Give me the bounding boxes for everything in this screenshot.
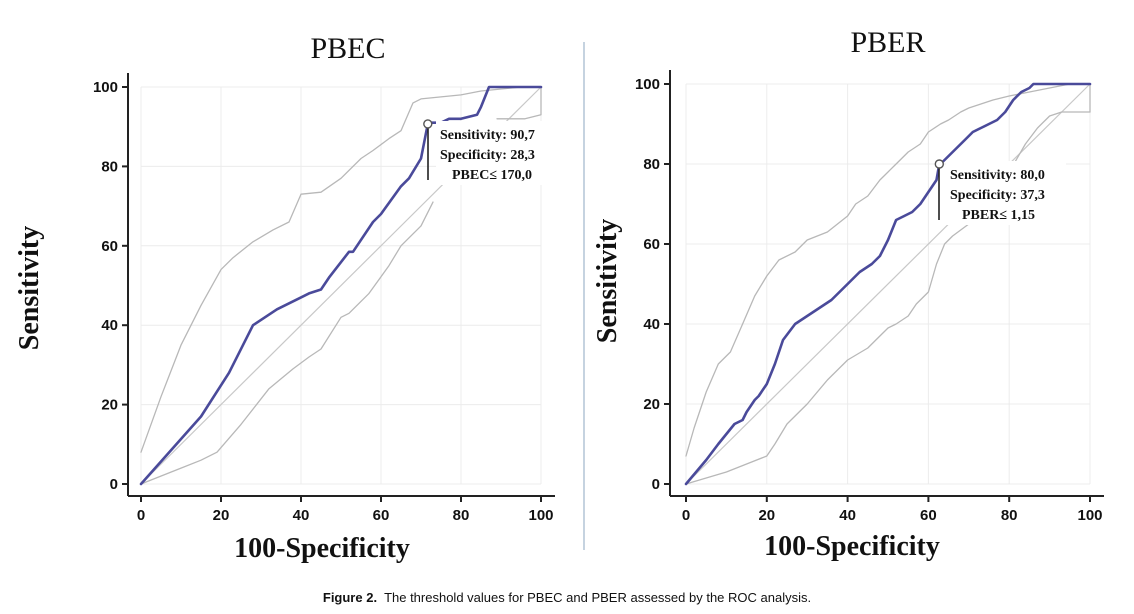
y-axis-label: Sensitivity bbox=[592, 219, 623, 343]
panel-title: PBEC bbox=[310, 32, 385, 65]
annotation-line: PBER≤ 1,15 bbox=[962, 208, 1035, 223]
y-tick-label: 40 bbox=[101, 317, 118, 334]
x-axis-label: 100-Specificity bbox=[234, 533, 410, 564]
annotation-box bbox=[436, 121, 556, 185]
x-tick-label: 80 bbox=[453, 507, 470, 524]
x-tick-label: 100 bbox=[1077, 507, 1102, 524]
x-tick-label: 60 bbox=[373, 507, 390, 524]
y-tick-label: 80 bbox=[101, 158, 118, 175]
x-tick-label: 0 bbox=[682, 507, 690, 524]
panel-title: PBER bbox=[850, 26, 925, 59]
roc-panel-pbec: 0 20 40 60 80 100 0 20 40 60 80 100 Sensitivity: 90,… bbox=[14, 32, 556, 564]
y-axis-label: Sensitivity bbox=[14, 226, 45, 350]
series-roc-line bbox=[139, 85, 543, 486]
x-tick-label: 40 bbox=[839, 507, 856, 524]
y-tick-label: 60 bbox=[643, 236, 660, 253]
y-tick-label: 40 bbox=[643, 316, 660, 333]
series-ci-tail-line bbox=[496, 86, 542, 120]
series-ci-upper-line bbox=[140, 86, 542, 453]
annotation-box bbox=[946, 161, 1066, 225]
annotation-line: Specificity: 28,3 bbox=[440, 148, 535, 163]
y-tick-label: 60 bbox=[101, 238, 118, 255]
x-axis-label: 100-Specificity bbox=[764, 531, 940, 562]
annotation-line: PBEC≤ 170,0 bbox=[452, 168, 532, 183]
x-tick-label: 100 bbox=[528, 507, 553, 524]
cutoff-point-marker bbox=[423, 119, 433, 129]
cutoff-point-marker bbox=[934, 159, 945, 169]
x-tick-label: 60 bbox=[920, 507, 937, 524]
figure-caption-text: The threshold values for PBEC and PBER a… bbox=[384, 590, 812, 605]
figure-caption-label: Figure 2. bbox=[322, 590, 378, 605]
y-tick-label: 20 bbox=[101, 397, 118, 414]
series-ci-lower-line bbox=[140, 201, 434, 485]
y-tick-label: 0 bbox=[110, 476, 118, 493]
series-ci-lower-line bbox=[685, 111, 1091, 485]
y-tick-label: 20 bbox=[643, 396, 660, 413]
y-tick-label: 100 bbox=[93, 79, 118, 96]
x-tick-label: 20 bbox=[758, 507, 775, 524]
x-tick-label: 20 bbox=[213, 507, 230, 524]
series-roc-line bbox=[684, 82, 1092, 486]
y-tick-label: 0 bbox=[652, 476, 660, 493]
y-tick-label: 100 bbox=[635, 76, 660, 93]
annotation-line: Specificity: 37,3 bbox=[950, 188, 1045, 203]
reference-diagonal bbox=[685, 83, 1091, 485]
series-ci-upper-line bbox=[685, 83, 1091, 457]
roc-panel-pber: 0 20 40 60 80 100 0 20 40 60 80 100 Sensitivity: 80,… bbox=[592, 26, 1104, 562]
annotation-line: Sensitivity: 90,7 bbox=[440, 128, 535, 143]
x-tick-label: 80 bbox=[1001, 507, 1018, 524]
annotation-line: Sensitivity: 80,0 bbox=[950, 168, 1045, 183]
y-tick-label: 80 bbox=[643, 156, 660, 173]
figure-caption: Figure 2. The threshold values for PBEC … bbox=[0, 590, 1134, 605]
x-tick-label: 40 bbox=[293, 507, 310, 524]
x-tick-label: 0 bbox=[137, 507, 145, 524]
